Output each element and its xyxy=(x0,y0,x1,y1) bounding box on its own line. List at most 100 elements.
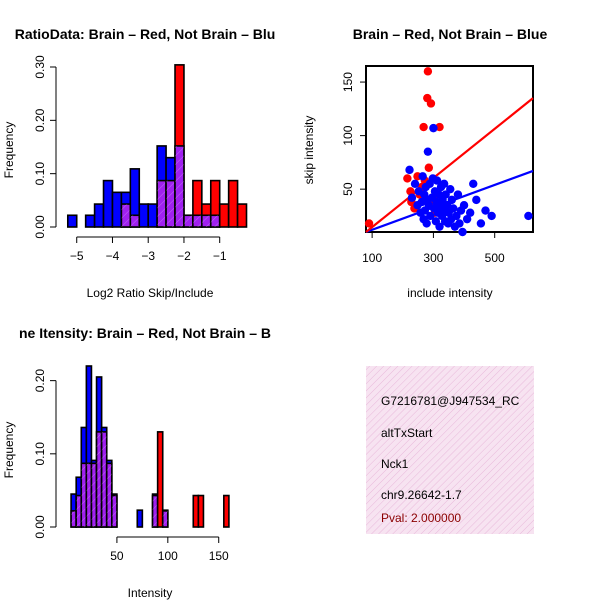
ratio-hist-overlap-hatch xyxy=(175,145,184,227)
ratio-hist-axes: −5 −4 −3 −2 −1 0.00 0.10 0.20 0.30 xyxy=(33,55,227,263)
scatter-point-blue xyxy=(439,179,449,189)
intensity-hist-x-tick-label: 150 xyxy=(209,549,229,563)
scatter-point-blue xyxy=(423,147,433,156)
scatter-point-blue xyxy=(453,190,463,199)
scatter-point-blue xyxy=(487,211,496,221)
ratio-hist-y-tick-label: 0.20 xyxy=(33,108,47,132)
ratio-hist-overlap-hatch xyxy=(210,215,220,227)
scatter-point-blue xyxy=(410,179,420,189)
intensity-hist-bar xyxy=(156,431,164,528)
ratio-hist-bar xyxy=(84,214,96,228)
ratio-hist-x-tick-label: −4 xyxy=(106,249,120,263)
intensity-hist-overlap-hatch xyxy=(152,495,158,527)
ratio-hist-bars xyxy=(66,64,248,228)
ratio-hist-x-tick-label: −2 xyxy=(177,249,191,263)
scatter-point-blue xyxy=(459,201,469,210)
scatter-point-blue xyxy=(524,211,533,221)
intensity-hist-overlap-hatch xyxy=(96,431,102,527)
intensity-hist-overlap-hatch xyxy=(76,495,82,527)
scatter-point-blue xyxy=(469,179,478,189)
scatter-point-blue xyxy=(458,227,467,237)
ratio-hist-bar xyxy=(147,203,158,228)
ratio-hist-overlap-hatch xyxy=(121,204,131,227)
ratio-hist-x-tick-label: −1 xyxy=(213,249,227,263)
scatter-point-blue xyxy=(426,211,435,221)
scatter-point-blue xyxy=(465,208,475,217)
scatter-point-red xyxy=(426,99,436,108)
scatter-point-red xyxy=(423,67,433,76)
scatter-point-blue xyxy=(429,123,438,133)
info-panel: G7216781@J947534_RC altTxStart Nck1 chr9… xyxy=(366,366,534,534)
info-event-type: altTxStart xyxy=(381,426,433,440)
info-gene-id: G7216781@J947534_RC xyxy=(381,394,520,408)
scatter-x-tick-label: 100 xyxy=(362,251,382,265)
intensity-hist-overlap-hatch xyxy=(81,463,87,527)
scatter-point-blue xyxy=(449,204,458,213)
intensity-hist-bar xyxy=(136,509,144,528)
intensity-hist-y-tick-label: 0.20 xyxy=(33,369,47,393)
ratio-hist-bar xyxy=(111,191,123,228)
intensity-histogram-panel: ne Itensity: Brain – Red, Not Brain – B … xyxy=(2,325,271,600)
scatter-point-red xyxy=(424,163,434,172)
scatter-point-blue xyxy=(447,195,456,205)
intensity-hist-xlabel: Intensity xyxy=(128,586,173,600)
ratio-hist-bar xyxy=(66,214,78,228)
ratio-hist-overlap-hatch xyxy=(183,215,193,227)
ratio-hist-bar xyxy=(102,179,114,228)
scatter-fit-line-red xyxy=(365,97,534,233)
ratio-hist-overlap-hatch xyxy=(201,215,211,227)
intensity-hist-bar xyxy=(197,494,205,528)
info-panel-hatch xyxy=(366,366,534,534)
scatter-y-tick-label: 50 xyxy=(341,182,355,196)
intensity-hist-overlap-hatch xyxy=(106,463,112,527)
scatter-title: Brain – Red, Not Brain – Blue xyxy=(353,26,548,42)
scatter-point-blue xyxy=(407,193,417,202)
ratio-hist-bar xyxy=(93,203,105,228)
ratio-hist-y-tick-label: 0.10 xyxy=(33,162,47,186)
ratio-hist-bar xyxy=(227,179,239,228)
intensity-hist-bars xyxy=(70,365,230,528)
scatter-point-red xyxy=(364,219,374,228)
info-gene-name: Nck1 xyxy=(381,457,409,471)
scatter-x-tick-label: 300 xyxy=(423,251,443,265)
ratio-hist-x-tick-label: −3 xyxy=(141,249,155,263)
intensity-hist-y-tick-label: 0.00 xyxy=(33,515,47,539)
scatter-x-tick-label: 500 xyxy=(485,251,505,265)
intensity-hist-overlap-hatch xyxy=(91,463,97,527)
ratio-hist-overlap-hatch xyxy=(157,180,167,227)
ratio-hist-y-tick-label: 0.00 xyxy=(33,215,47,239)
scatter-panel: Brain – Red, Not Brain – Blue 100 300 500 5… xyxy=(302,26,547,300)
ratio-hist-bar xyxy=(138,203,150,228)
scatter-point-blue xyxy=(462,214,472,224)
intensity-hist-overlap-hatch xyxy=(162,510,168,527)
ratio-histogram-panel: RatioData: Brain – Red, Not Brain – Blu … xyxy=(2,26,275,300)
intensity-hist-ylabel: Frequency xyxy=(2,422,16,479)
scatter-point-blue xyxy=(455,219,464,228)
info-location: chr9.26642-1.7 xyxy=(381,488,462,502)
ratio-hist-y-tick-label: 0.30 xyxy=(33,55,47,79)
ratio-hist-x-tick-label: −5 xyxy=(70,249,84,263)
ratio-hist-overlap-hatch xyxy=(130,215,140,227)
scatter-axes: 100 300 500 50 100 150 xyxy=(341,72,505,265)
scatter-point-blue xyxy=(476,219,486,228)
intensity-hist-y-tick-label: 0.10 xyxy=(33,442,47,466)
scatter-point-blue xyxy=(405,165,414,175)
scatter-point-blue xyxy=(432,176,442,185)
scatter-point-red xyxy=(403,174,412,183)
intensity-hist-x-tick-label: 50 xyxy=(110,549,124,563)
ratio-hist-title: RatioData: Brain – Red, Not Brain – Blu xyxy=(15,26,276,42)
scatter-y-tick-label: 150 xyxy=(341,72,355,92)
intensity-hist-title: ne Itensity: Brain – Red, Not Brain – B xyxy=(19,325,271,341)
scatter-point-red xyxy=(406,187,415,196)
scatter-xlabel: include intensity xyxy=(407,286,492,300)
intensity-hist-x-tick-label: 100 xyxy=(158,549,178,563)
scatter-point-blue xyxy=(446,184,455,194)
info-pval: Pval: 2.000000 xyxy=(381,511,461,525)
ratio-hist-ylabel: Frequency xyxy=(2,122,16,179)
scatter-point-blue xyxy=(418,172,427,181)
scatter-point-blue xyxy=(481,206,490,215)
ratio-hist-bar xyxy=(236,203,248,228)
ratio-hist-bar xyxy=(218,203,230,228)
scatter-points xyxy=(364,67,533,237)
